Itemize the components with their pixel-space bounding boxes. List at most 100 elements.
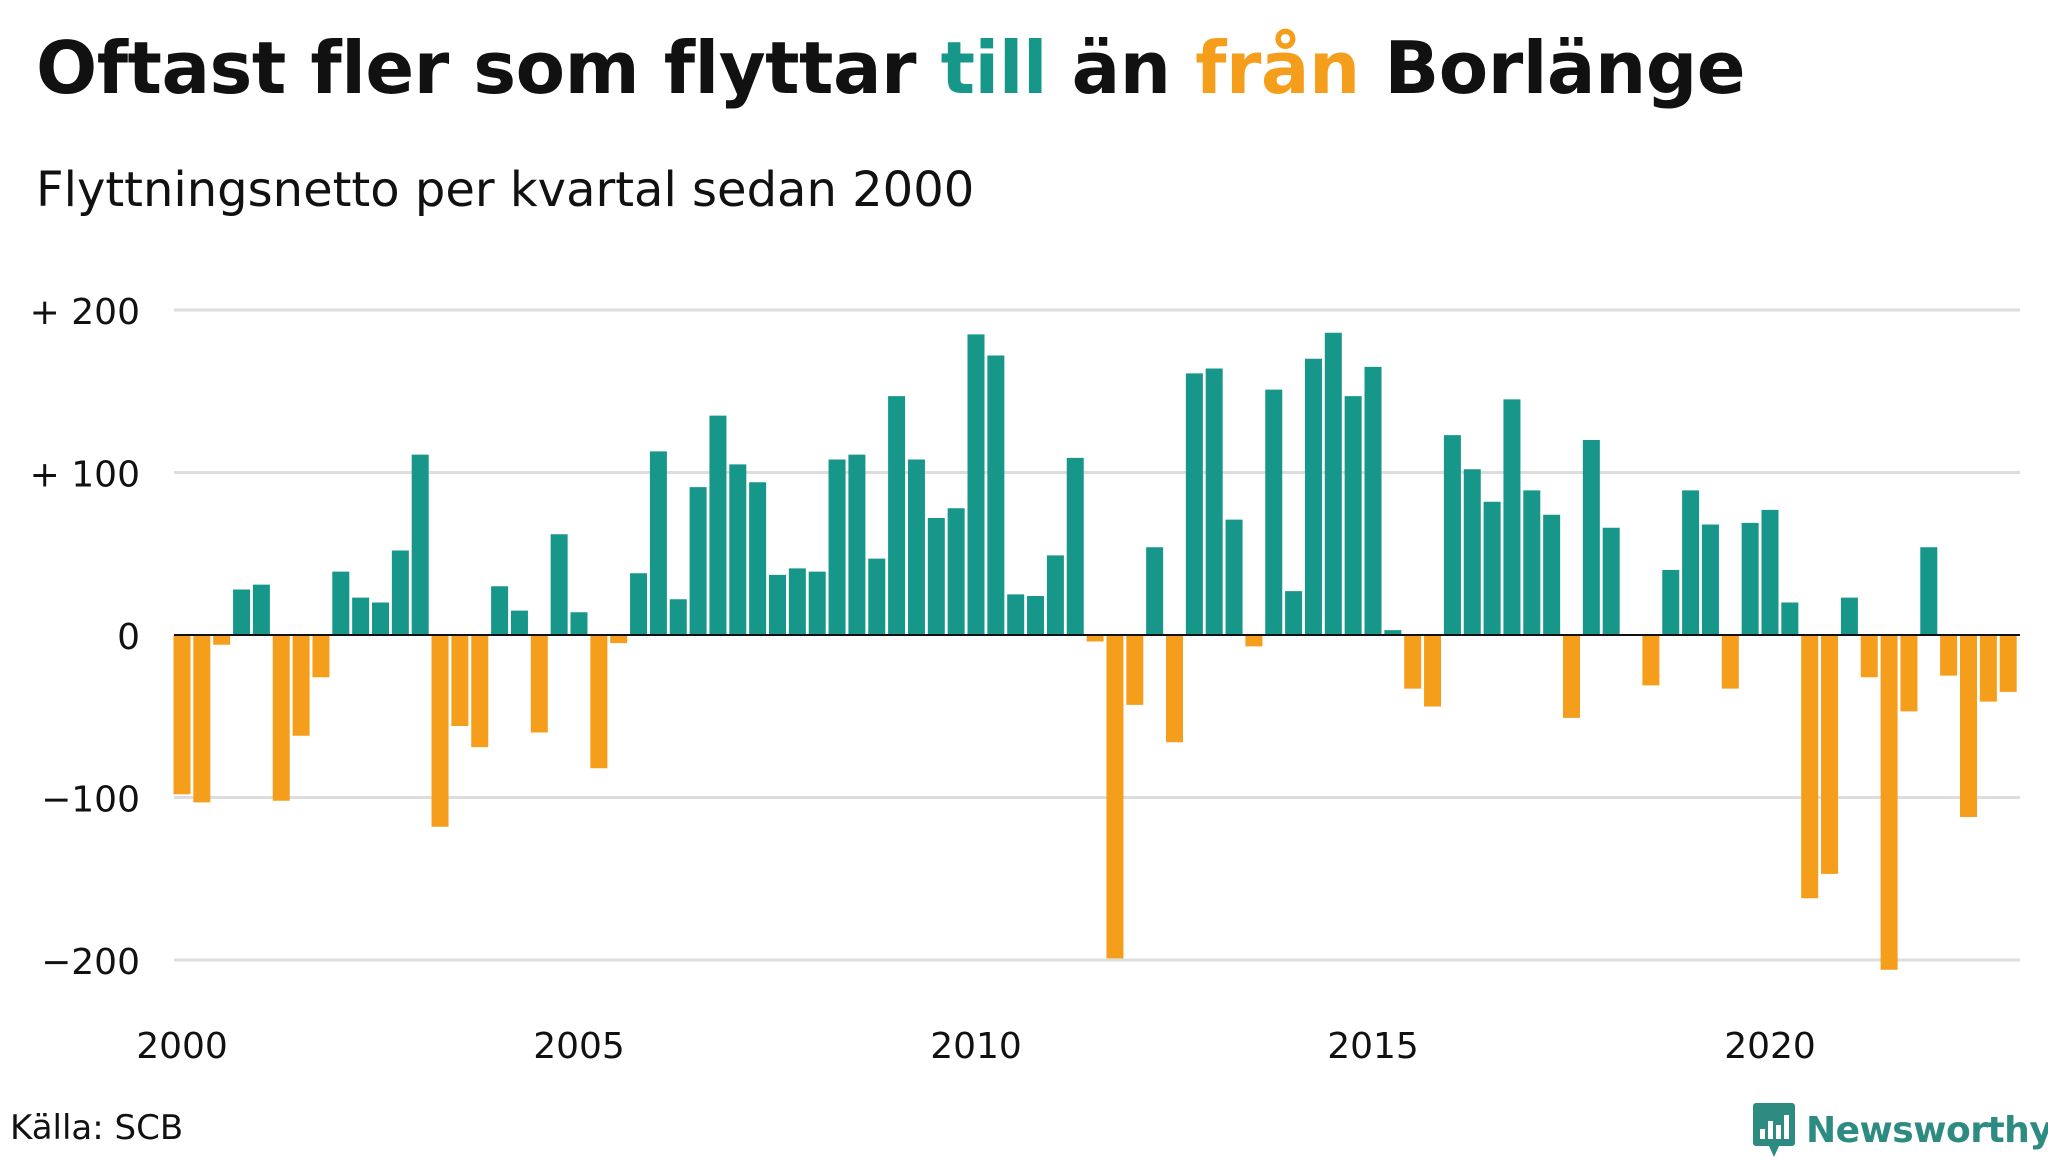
bar	[173, 635, 191, 795]
bar	[1086, 635, 1104, 642]
bars	[173, 332, 2017, 970]
bar	[1166, 635, 1183, 743]
y-tick-label: 0	[117, 617, 140, 658]
bar	[828, 459, 846, 635]
bar	[1443, 435, 1461, 636]
bar	[252, 584, 270, 636]
bar	[411, 454, 429, 636]
bar	[272, 635, 290, 801]
bar	[1245, 635, 1263, 647]
bar	[630, 573, 648, 635]
bar	[1384, 630, 1402, 636]
bar	[1741, 522, 1759, 636]
bar	[1503, 399, 1521, 636]
bar	[1701, 524, 1719, 635]
bar	[1860, 635, 1878, 678]
bar	[391, 550, 409, 635]
bar	[927, 518, 945, 635]
x-tick-label: 2020	[1724, 1026, 1816, 1067]
bar	[947, 508, 965, 635]
bar	[1682, 490, 1700, 636]
y-tick-label: + 100	[30, 455, 140, 496]
bar	[1304, 358, 1322, 635]
bar	[1920, 547, 1938, 635]
bar	[1066, 457, 1084, 636]
bar	[1225, 519, 1243, 636]
title-highlight-fran: från	[1195, 26, 1360, 110]
bar	[749, 482, 767, 635]
bar	[312, 635, 330, 678]
bar	[1483, 501, 1501, 635]
bar	[1007, 594, 1025, 636]
bar	[213, 635, 231, 645]
bar	[1344, 396, 1362, 636]
bar	[1979, 635, 1997, 702]
bar	[1761, 509, 1779, 636]
bar	[769, 574, 786, 636]
bar	[372, 602, 389, 635]
bar	[550, 534, 568, 635]
x-axis-labels: 2000 2005 2010 2015 2020	[136, 1026, 1816, 1067]
newsworthy-logo: Newsworthy	[1752, 1100, 2048, 1160]
bar	[1900, 635, 1918, 712]
bar	[1364, 366, 1382, 636]
bar	[1543, 514, 1561, 635]
bar	[788, 568, 806, 636]
bar	[491, 586, 509, 635]
bar	[1642, 635, 1660, 686]
bar	[1523, 490, 1541, 636]
bar	[1880, 635, 1898, 970]
bar	[669, 599, 687, 635]
bar	[1721, 635, 1739, 689]
bar	[1265, 389, 1283, 636]
grid-lines	[174, 308, 2020, 962]
bar	[1563, 635, 1580, 718]
x-tick-label: 2010	[930, 1026, 1022, 1067]
logo-text: Newsworthy	[1806, 1109, 2048, 1151]
bar	[1046, 555, 1064, 636]
bar	[1185, 373, 1203, 636]
title-part-3: Borlänge	[1359, 26, 1746, 110]
x-tick-label: 2005	[533, 1026, 625, 1067]
bar	[1424, 635, 1442, 707]
bar	[1781, 602, 1799, 635]
y-axis-labels: + 200 + 100 0 −100 −200	[30, 292, 140, 983]
bar	[590, 635, 608, 769]
bar	[431, 635, 449, 827]
chart-title: Oftast fler som flyttar till än från Bor…	[36, 18, 1746, 118]
bar	[1801, 635, 1819, 899]
chart-subtitle: Flyttningsnetto per kvartal sedan 2000	[36, 162, 975, 218]
title-highlight-till: till	[940, 26, 1048, 110]
bar-chart-pin-icon	[1753, 1103, 1795, 1157]
bar	[848, 454, 866, 636]
bar	[907, 459, 925, 635]
bar	[808, 571, 826, 636]
bar	[193, 635, 211, 803]
title-part-1: Oftast fler som flyttar	[36, 26, 941, 110]
bar	[1285, 591, 1303, 636]
title-part-2: än	[1047, 26, 1196, 110]
bar	[510, 610, 528, 636]
bar	[1960, 635, 1977, 817]
bar	[1126, 635, 1144, 705]
bar	[729, 464, 747, 636]
bar	[1840, 597, 1858, 636]
bar	[1146, 547, 1164, 635]
bar	[451, 635, 469, 726]
y-tick-label: −100	[41, 780, 140, 821]
bar	[1027, 596, 1045, 635]
bar	[233, 589, 251, 635]
bar	[471, 635, 489, 748]
bar	[1821, 635, 1839, 874]
bar	[888, 396, 906, 636]
bar	[292, 635, 310, 736]
bar	[1404, 635, 1422, 689]
bar	[530, 635, 548, 733]
bar	[689, 487, 707, 636]
bar	[332, 571, 350, 636]
bar	[868, 558, 886, 636]
bar	[1662, 570, 1680, 635]
bar	[610, 635, 628, 644]
source-note: Källa: SCB	[10, 1108, 184, 1148]
